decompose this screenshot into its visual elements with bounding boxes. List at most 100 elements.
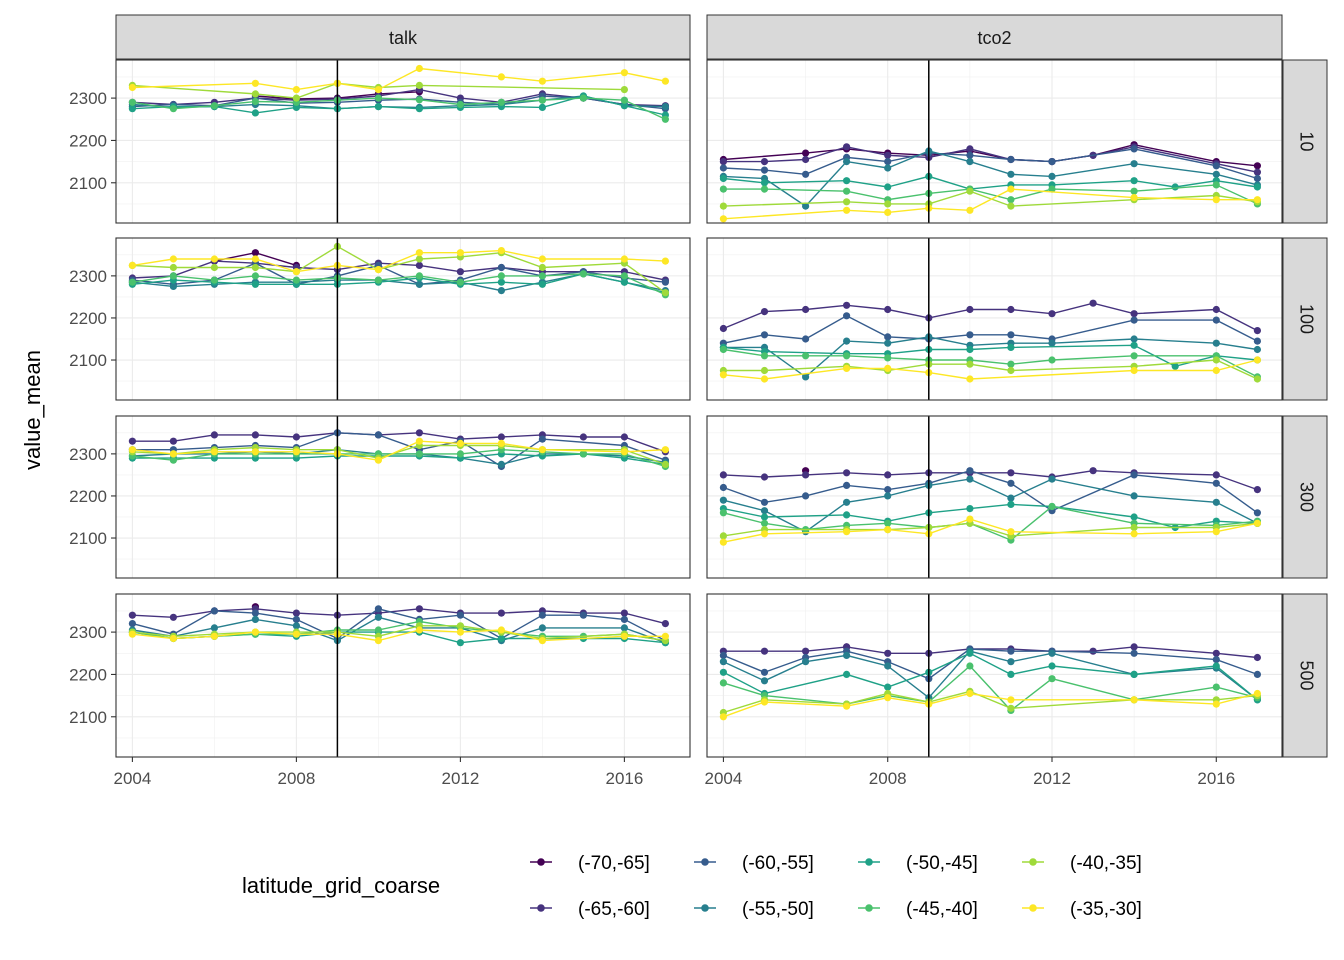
data-point (456, 639, 464, 647)
data-point (251, 97, 259, 106)
data-point (620, 86, 629, 94)
facet-strip-label-10: 10 (1296, 131, 1316, 151)
data-point (843, 187, 851, 195)
data-point (966, 158, 974, 166)
data-point (1253, 670, 1261, 679)
data-point (128, 278, 136, 286)
data-point (497, 439, 505, 447)
data-point (251, 448, 259, 456)
data-point (661, 77, 670, 85)
data-point (620, 272, 629, 280)
legend-label: (-55,-50] (742, 899, 814, 920)
data-point (843, 651, 851, 660)
legend-key-point (537, 904, 545, 912)
series-line-(-40,-35] (723, 690, 1258, 714)
data-point (1253, 327, 1261, 335)
series-line-(-60,-55] (723, 469, 1258, 514)
data-point (884, 492, 892, 500)
data-point (292, 86, 300, 94)
data-point (966, 689, 974, 698)
data-point (1130, 523, 1138, 532)
data-point (884, 471, 892, 479)
panel-background (116, 416, 690, 578)
y-tick-label: 2100 (69, 708, 107, 727)
data-point (843, 528, 851, 536)
data-point (661, 620, 670, 628)
data-point (210, 624, 218, 632)
data-point (538, 272, 547, 280)
data-point (802, 170, 810, 178)
data-point (374, 276, 382, 284)
data-point (210, 276, 218, 284)
data-point (1130, 187, 1138, 195)
x-tick-label: 2016 (605, 769, 643, 788)
facet-strip-300 (1282, 415, 1328, 579)
data-point (1171, 183, 1179, 191)
facet-strip-label-300: 300 (1296, 482, 1316, 512)
data-point (760, 647, 769, 655)
panel-talk-300 (115, 415, 691, 579)
data-point (719, 668, 728, 676)
data-point (760, 158, 769, 166)
series-line-(-45,-40] (723, 348, 1258, 378)
panel-talk-100 (115, 237, 691, 401)
data-point (966, 515, 974, 523)
data-point (661, 289, 670, 297)
data-point (169, 263, 177, 272)
data-point (884, 649, 892, 657)
data-point (1212, 498, 1220, 506)
data-point (802, 202, 810, 210)
data-point (719, 164, 728, 172)
facet-strips: talk tco2 10 100 300 500 (115, 14, 1328, 758)
data-point (719, 158, 728, 166)
data-point (374, 605, 382, 613)
data-point (292, 448, 300, 456)
data-point (579, 433, 588, 441)
axes: 2100 2200 2300 2100 2200 2300 2100 2200 2300 2100… (69, 89, 1235, 788)
data-point (456, 100, 464, 109)
y-tick-label: 2200 (69, 487, 107, 506)
data-point (884, 662, 892, 670)
y-axis-label: value_mean (20, 350, 45, 470)
data-point (251, 609, 259, 617)
data-point (1089, 299, 1097, 307)
series-line-(-60,-55] (132, 608, 666, 642)
data-point (374, 86, 382, 94)
series-line-(-65,-60] (132, 432, 666, 453)
data-point (1007, 360, 1015, 368)
legend-item-(-70,-65]: (-70,-65] (530, 853, 650, 874)
data-point (1212, 162, 1220, 170)
data-point (415, 450, 423, 458)
data-point (1048, 502, 1056, 511)
data-point (538, 435, 547, 443)
data-point (128, 437, 136, 445)
data-point (579, 450, 588, 458)
data-point (251, 249, 259, 257)
data-point (497, 272, 505, 280)
data-point (843, 206, 851, 214)
legend-label: (-70,-65] (578, 853, 650, 874)
data-point (538, 280, 547, 288)
data-point (1007, 704, 1015, 712)
data-point (884, 200, 892, 208)
data-point (292, 615, 300, 624)
data-point (210, 102, 218, 110)
data-point (374, 431, 382, 439)
data-point (760, 352, 769, 360)
panel-background (707, 416, 1282, 578)
data-point (1007, 343, 1015, 351)
legend-title: latitude_grid_coarse (242, 873, 440, 898)
data-point (661, 257, 670, 265)
data-point (760, 375, 769, 383)
data-point (1048, 356, 1056, 364)
data-point (579, 94, 588, 102)
legend-item-(-35,-30]: (-35,-30] (1022, 899, 1142, 920)
data-point (760, 513, 769, 521)
data-point (843, 702, 851, 710)
data-point (802, 492, 810, 500)
data-point (1212, 170, 1220, 178)
data-point (251, 79, 259, 87)
series-line-(-45,-40] (132, 448, 666, 468)
data-point (1212, 356, 1220, 364)
legend-key-point (865, 904, 873, 912)
